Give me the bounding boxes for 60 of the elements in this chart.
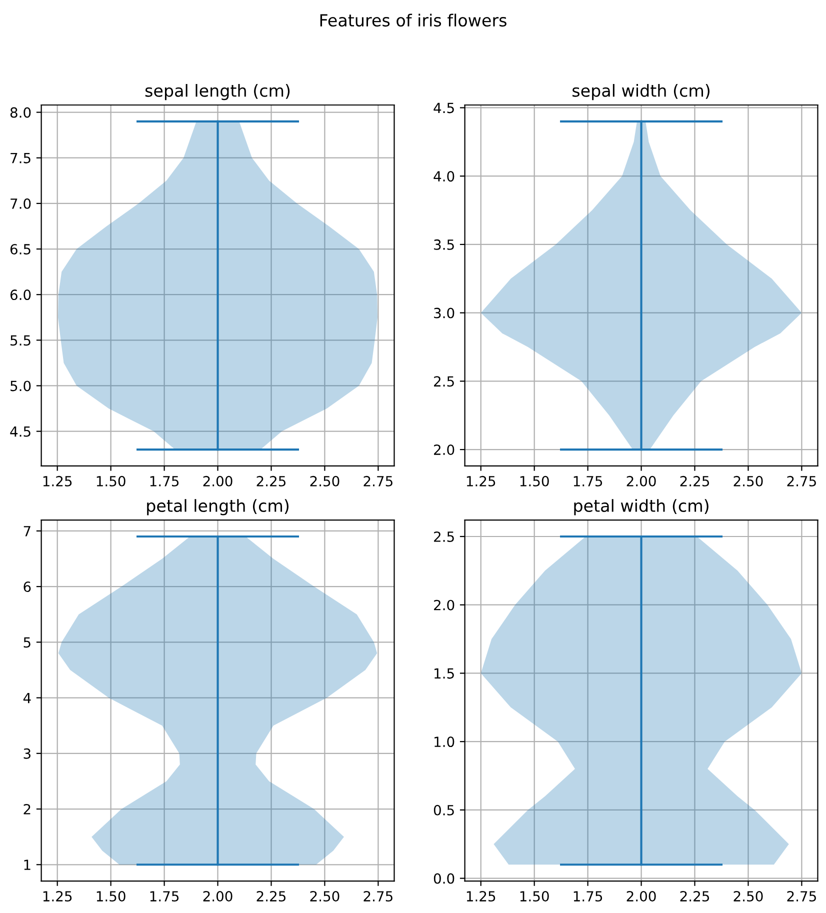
chart-title: sepal length (cm) <box>145 84 290 100</box>
x-tick-label: 2.75 <box>364 476 392 486</box>
x-tick-label: 2.00 <box>203 891 232 902</box>
y-tick-label: 4.5 <box>434 102 454 114</box>
chart-title: petal width (cm) <box>574 499 708 516</box>
x-tick-label: 2.00 <box>203 476 232 486</box>
y-tick-label: 4.5 <box>10 426 30 437</box>
y-tick-label: 6.5 <box>10 244 30 254</box>
x-tick-label: 2.25 <box>680 476 709 486</box>
y-tick-label: 7.5 <box>10 153 30 164</box>
y-tick-label: 5.0 <box>10 380 31 392</box>
x-tick-label: 2.00 <box>626 476 656 486</box>
chart-title: sepal width (cm) <box>572 84 710 100</box>
y-tick-label: 4.0 <box>434 171 454 182</box>
y-tick-label: 8.0 <box>10 107 31 118</box>
x-tick-label: 1.75 <box>150 891 179 902</box>
y-tick-label: 3.5 <box>434 239 454 250</box>
y-tick-label: 1.5 <box>434 668 454 679</box>
y-tick-label: 2.0 <box>434 600 454 610</box>
x-tick-label: 1.75 <box>574 891 602 902</box>
y-tick-label: 7 <box>24 526 30 536</box>
x-tick-label: 2.75 <box>787 891 816 902</box>
x-tick-label: 2.00 <box>626 891 656 902</box>
y-tick-label: 1.0 <box>434 736 454 748</box>
y-tick-label: 1 <box>24 860 30 870</box>
y-tick-label: 2.5 <box>434 376 454 387</box>
x-tick-label: 1.25 <box>43 891 72 902</box>
y-tick-label: 2.0 <box>434 444 454 456</box>
x-tick-label: 1.50 <box>520 476 549 486</box>
x-tick-label: 1.25 <box>466 891 496 902</box>
x-tick-label: 2.75 <box>364 891 392 902</box>
y-tick-label: 5 <box>24 637 30 648</box>
x-tick-label: 2.75 <box>787 476 816 486</box>
x-tick-label: 2.25 <box>256 891 286 902</box>
y-tick-label: 2 <box>24 804 30 814</box>
x-tick-label: 1.25 <box>466 476 496 486</box>
y-tick-label: 7.0 <box>10 198 31 209</box>
y-tick-label: 4 <box>23 692 31 704</box>
y-tick-label: 3.0 <box>434 308 454 318</box>
y-tick-label: 0.0 <box>434 873 454 884</box>
y-tick-label: 6 <box>24 582 31 592</box>
x-tick-label: 2.25 <box>256 476 286 486</box>
y-tick-label: 2.5 <box>434 531 454 542</box>
x-tick-label: 2.50 <box>734 476 763 486</box>
x-tick-label: 2.50 <box>310 891 340 902</box>
x-tick-label: 1.75 <box>574 476 602 486</box>
x-tick-label: 1.75 <box>150 476 179 486</box>
x-tick-label: 1.50 <box>96 891 126 902</box>
y-tick-label: 5.5 <box>10 335 30 346</box>
chart-title: petal length (cm) <box>147 499 288 516</box>
x-tick-label: 1.50 <box>520 891 549 902</box>
x-tick-label: 1.25 <box>43 476 72 486</box>
y-tick-label: 3 <box>24 748 30 759</box>
y-tick-label: 0.5 <box>434 804 454 816</box>
y-tick-label: 6.0 <box>10 290 31 300</box>
x-tick-label: 2.50 <box>734 891 763 902</box>
text: Features of iris flowers <box>320 14 506 27</box>
x-tick-label: 2.50 <box>310 476 340 486</box>
x-tick-label: 2.25 <box>680 891 709 902</box>
x-tick-label: 1.50 <box>96 476 126 486</box>
